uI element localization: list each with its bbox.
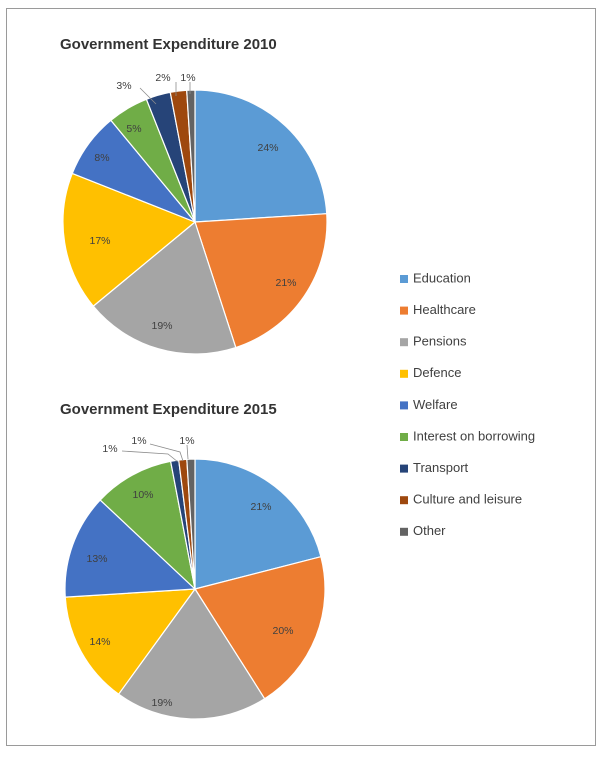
pie-2015-leader-line-transport [121, 450, 179, 463]
pie-2010-slice-other [186, 89, 196, 223]
legend-label-other: Other [413, 523, 446, 538]
pie-2015-data-label-culture-and-leisure: 1% [131, 435, 146, 447]
pie-2010-data-label-transport: 3% [116, 80, 131, 92]
pie-2010-data-label-interest-on-borrowing: 5% [126, 123, 141, 135]
legend-swatch-interest-on-borrowing [400, 433, 408, 441]
pie-2015-data-label-healthcare: 20% [272, 625, 293, 637]
legend-swatch-pensions [400, 338, 408, 347]
pie-2010-data-label-pensions: 19% [151, 320, 172, 332]
legend-swatch-healthcare [400, 306, 408, 315]
pie-2010-slice-healthcare [194, 213, 328, 349]
legend-swatch-education [400, 275, 408, 283]
pie-2010-leader-line-transport [139, 87, 157, 105]
legend: Education Healthcare Pensions Defence Welfar… [400, 270, 535, 538]
pie-2010-data-label-welfare: 8% [94, 152, 109, 164]
pie-2010-data-label-education: 24% [257, 142, 278, 154]
pie-2015-leader-line-culture-and-leisure [149, 443, 184, 462]
pie-2010-data-label-healthcare: 21% [275, 277, 296, 289]
pie-2015-data-label-defence: 14% [89, 636, 110, 648]
pie-2015-data-label-pensions: 19% [151, 697, 172, 709]
legend-label-pensions: Pensions [413, 334, 467, 349]
pie-2015-data-label-welfare: 13% [86, 553, 107, 565]
legend-swatch-other [400, 527, 408, 536]
pie-2015-slice-healthcare [194, 555, 326, 700]
legend-label-welfare: Welfare [413, 397, 458, 412]
pie-2010-data-label-defence: 17% [89, 235, 110, 247]
pie-2015-slice-pensions [117, 587, 266, 720]
pie-2010: 24% 21% 19% 17% 8% 5% 3% 2% 1% [62, 72, 328, 355]
pie-2015-data-label-transport: 1% [102, 443, 117, 455]
pie-2015: 21% 20% 19% 14% 13% 10% 1% 1% 1% [64, 435, 326, 720]
legend-label-transport: Transport [413, 460, 469, 475]
legend-label-education: Education [413, 270, 471, 285]
legend-label-interest-on-borrowing: Interest on borrowing [413, 428, 535, 443]
pie-2015-leader-line-other [186, 444, 189, 460]
pie-2015-slice-defence [64, 588, 197, 696]
pie-2015-slice-interest-on-borrowing [99, 460, 196, 591]
legend-swatch-transport [400, 464, 408, 473]
pie-2015-data-label-other: 1% [179, 435, 194, 447]
legend-swatch-defence [400, 369, 408, 378]
pie-2010-slice-defence [62, 172, 197, 307]
pie-2010-slice-pensions [92, 220, 237, 355]
pie-2010-data-label-culture-and-leisure: 2% [155, 72, 170, 84]
pie-2010-slice-education [194, 89, 328, 223]
pie-2015-slice-education [194, 458, 322, 590]
legend-label-culture-and-leisure: Culture and leisure [413, 492, 522, 507]
legend-swatch-welfare [400, 401, 408, 410]
chart-title-2015: Government Expenditure 2015 [60, 401, 277, 418]
legend-label-healthcare: Healthcare [413, 302, 476, 317]
legend-swatch-culture-and-leisure [400, 496, 408, 505]
pie-2015-slice-other [186, 458, 196, 590]
legend-label-defence: Defence [413, 365, 461, 380]
pie-2015-slice-welfare [64, 499, 197, 598]
pie-2010-data-label-other: 1% [180, 72, 195, 84]
chart-title-2010: Government Expenditure 2010 [60, 36, 277, 53]
pie-2015-data-label-education: 21% [250, 501, 271, 513]
pie-2015-data-label-interest-on-borrowing: 10% [132, 489, 153, 501]
